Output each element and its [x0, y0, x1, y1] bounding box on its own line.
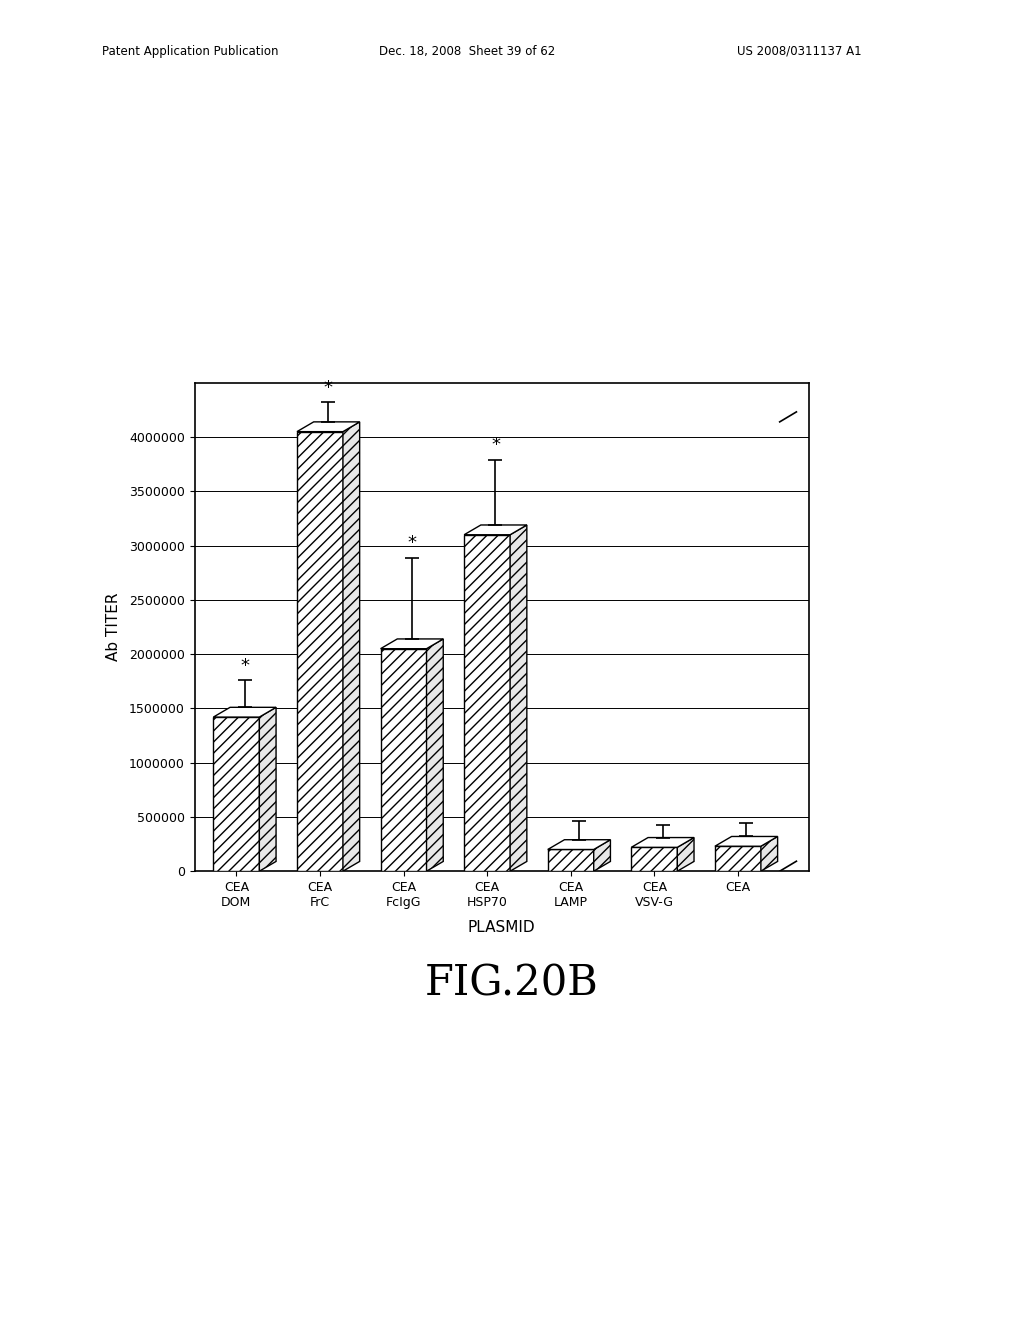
Polygon shape	[632, 838, 694, 847]
Polygon shape	[427, 639, 443, 871]
Text: *: *	[324, 379, 333, 397]
Polygon shape	[381, 639, 443, 648]
Text: Patent Application Publication: Patent Application Publication	[102, 45, 279, 58]
Y-axis label: Ab TITER: Ab TITER	[105, 593, 121, 661]
Bar	[297, 432, 343, 871]
Bar	[381, 648, 427, 871]
Text: *: *	[490, 437, 500, 454]
Polygon shape	[715, 837, 777, 846]
Polygon shape	[213, 708, 276, 717]
Text: *: *	[241, 657, 249, 675]
Text: FIG.20B: FIG.20B	[425, 962, 599, 1005]
Polygon shape	[677, 838, 694, 871]
Polygon shape	[464, 525, 526, 535]
Text: *: *	[408, 535, 417, 552]
Polygon shape	[761, 837, 777, 871]
Bar	[715, 846, 761, 871]
Polygon shape	[297, 422, 359, 432]
Bar	[548, 850, 594, 871]
Polygon shape	[343, 422, 359, 871]
Polygon shape	[594, 840, 610, 871]
Bar	[632, 847, 677, 871]
Text: Dec. 18, 2008  Sheet 39 of 62: Dec. 18, 2008 Sheet 39 of 62	[379, 45, 555, 58]
Polygon shape	[259, 708, 276, 871]
Bar	[213, 717, 259, 871]
Text: US 2008/0311137 A1: US 2008/0311137 A1	[737, 45, 862, 58]
X-axis label: PLASMID: PLASMID	[468, 920, 536, 935]
Polygon shape	[548, 840, 610, 850]
Polygon shape	[510, 525, 526, 871]
Bar	[464, 535, 510, 871]
